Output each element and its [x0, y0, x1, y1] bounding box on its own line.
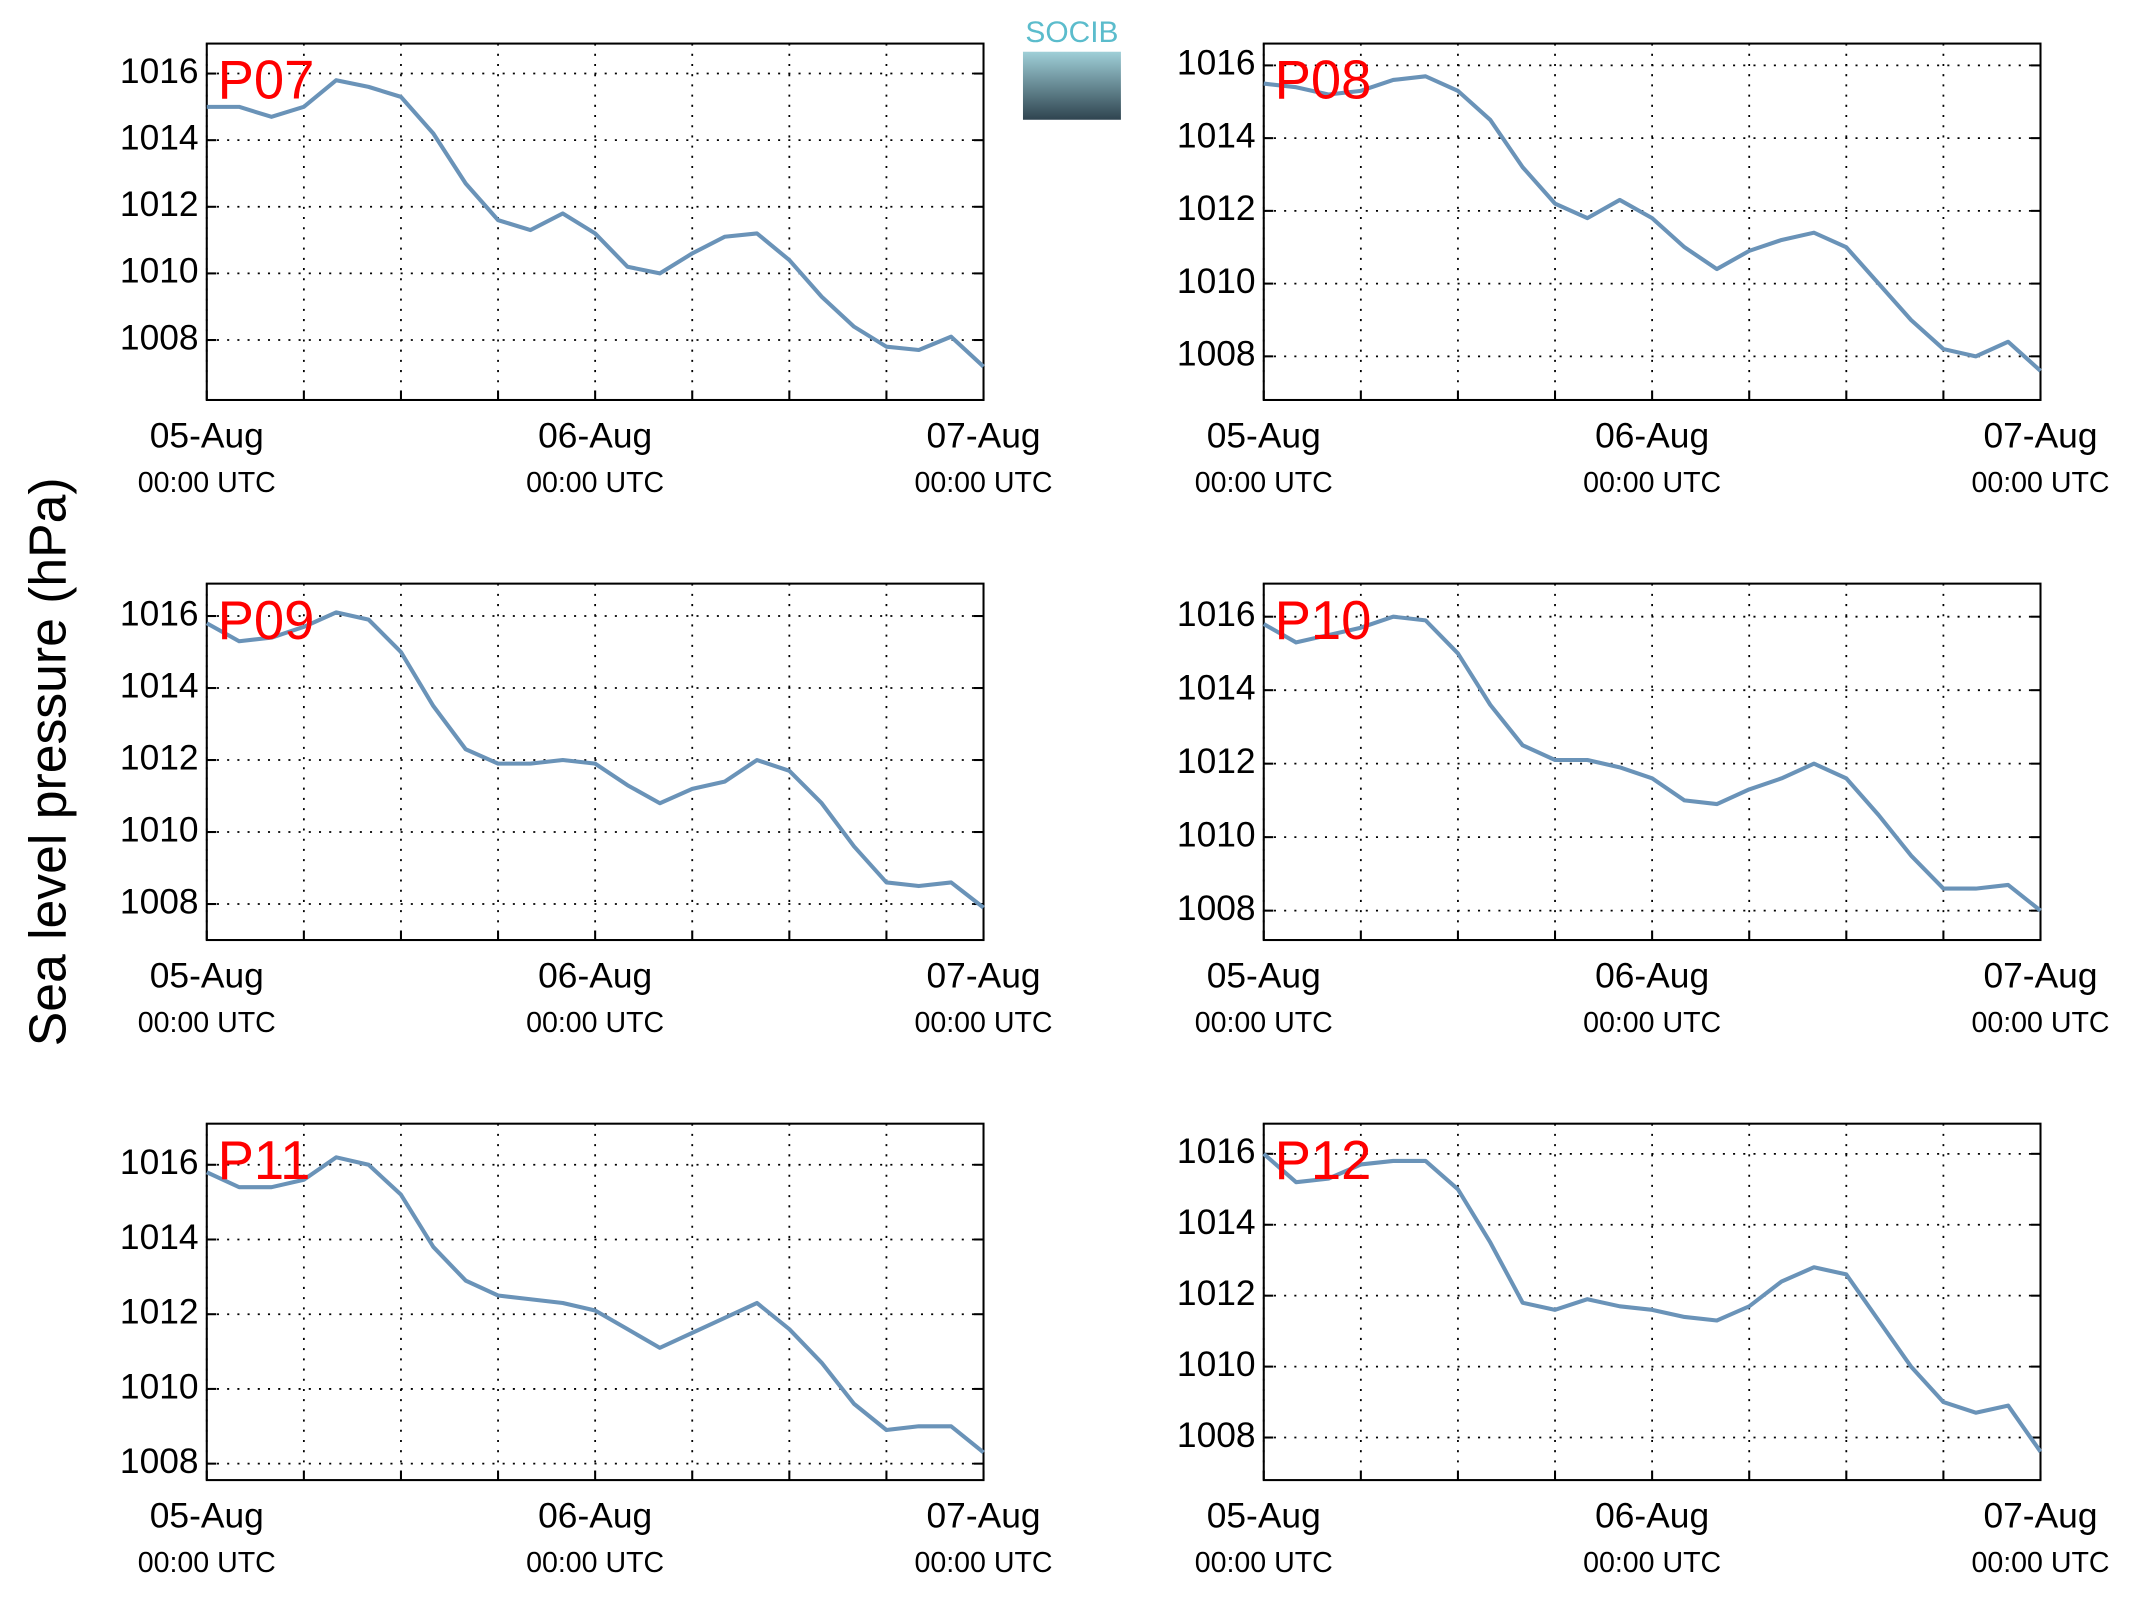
y-tick-label: 1014 [120, 1218, 199, 1257]
x-tick-label: 06-Aug [538, 416, 652, 455]
y-tick-label: 1016 [1177, 44, 1256, 83]
logo: SOCIB [1022, 16, 1121, 120]
y-tick-label: 1014 [120, 666, 199, 705]
y-tick-label: 1014 [120, 119, 199, 158]
panel-title: P12 [1275, 1130, 1372, 1191]
y-tick-label: 1008 [1177, 889, 1256, 928]
y-tick-label: 1010 [1177, 1345, 1256, 1384]
x-tick-label: 05-Aug [1207, 416, 1321, 455]
y-tick-label: 1010 [1177, 815, 1256, 854]
y-tick-label: 1010 [120, 1367, 199, 1406]
plot-frame [1262, 1122, 2042, 1482]
x-tick-label: 06-Aug [538, 956, 652, 995]
data-line [205, 610, 985, 910]
y-tick-label: 1012 [1177, 742, 1256, 781]
x-tick-sublabel: 00:00 UTC [1195, 1547, 1333, 1579]
x-tick-sublabel: 00:00 UTC [138, 467, 276, 499]
x-tick-sublabel: 00:00 UTC [914, 467, 1052, 499]
x-tick-sublabel: 00:00 UTC [914, 1007, 1052, 1039]
y-tick-label: 1008 [1177, 335, 1256, 374]
x-tick-label: 05-Aug [150, 416, 264, 455]
x-tick-label: 07-Aug [1983, 1497, 2097, 1536]
x-tick-label: 07-Aug [927, 956, 1041, 995]
y-tick-label: 1014 [1177, 669, 1256, 708]
x-tick-label: 07-Aug [927, 1497, 1041, 1536]
x-tick-label: 06-Aug [538, 1497, 652, 1536]
y-tick-label: 1016 [120, 1143, 199, 1182]
y-tick-label: 1016 [1177, 1132, 1256, 1171]
plot-frame [1262, 582, 2042, 942]
data-line [206, 78, 985, 369]
data-line [1263, 74, 2042, 373]
x-tick-label: 06-Aug [1595, 1497, 1709, 1536]
x-tick-label: 07-Aug [1983, 956, 2097, 995]
plot-frame [205, 42, 985, 402]
x-tick-sublabel: 00:00 UTC [1583, 467, 1721, 499]
y-tick-label: 1012 [120, 185, 199, 224]
x-tick-label: 06-Aug [1595, 416, 1709, 455]
panel-title: P09 [218, 590, 315, 651]
x-tick-sublabel: 00:00 UTC [914, 1547, 1052, 1579]
y-tick-label: 1008 [120, 882, 199, 921]
y-tick-label: 1016 [1177, 595, 1256, 634]
y-tick-label: 1008 [1177, 1416, 1256, 1455]
plot-frame [1262, 42, 2042, 402]
panel-title: P10 [1275, 590, 1372, 651]
y-tick-label: 1014 [1177, 116, 1256, 155]
y-tick-label: 1010 [120, 252, 199, 291]
logo-text: SOCIB [1025, 16, 1118, 49]
x-tick-label: 07-Aug [1983, 416, 2097, 455]
x-tick-sublabel: 00:00 UTC [1971, 1007, 2109, 1039]
y-axis-label: Sea level pressure (hPa) [18, 477, 76, 1046]
y-tick-label: 1012 [1177, 189, 1256, 228]
x-tick-sublabel: 00:00 UTC [526, 1007, 664, 1039]
plot-frame [205, 582, 985, 942]
y-tick-label: 1010 [120, 810, 199, 849]
x-tick-label: 05-Aug [150, 1497, 264, 1536]
x-tick-sublabel: 00:00 UTC [1583, 1547, 1721, 1579]
x-tick-sublabel: 00:00 UTC [526, 1547, 664, 1579]
x-tick-label: 05-Aug [1207, 1497, 1321, 1536]
y-tick-label: 1008 [120, 318, 199, 357]
x-tick-sublabel: 00:00 UTC [1583, 1007, 1721, 1039]
data-line [205, 1155, 985, 1455]
x-tick-label: 05-Aug [1207, 956, 1321, 995]
x-tick-sublabel: 00:00 UTC [1195, 467, 1333, 499]
data-line [1262, 614, 2042, 913]
y-tick-label: 1012 [1177, 1274, 1256, 1313]
y-tick-label: 1014 [1177, 1203, 1256, 1242]
y-tick-label: 1010 [1177, 262, 1256, 301]
logo-box [1022, 51, 1121, 120]
data-line [1262, 1152, 2043, 1453]
x-tick-sublabel: 00:00 UTC [1971, 1547, 2109, 1579]
panel-title: P07 [218, 50, 315, 111]
x-tick-label: 05-Aug [150, 956, 264, 995]
panel-title: P08 [1275, 50, 1372, 111]
panel-title: P11 [218, 1130, 311, 1191]
y-tick-label: 1016 [120, 594, 199, 633]
x-tick-sublabel: 00:00 UTC [1971, 467, 2109, 499]
y-tick-label: 1012 [120, 738, 199, 777]
plot-frame [205, 1122, 985, 1482]
y-tick-label: 1012 [120, 1293, 199, 1332]
x-tick-sublabel: 00:00 UTC [526, 467, 664, 499]
x-tick-label: 07-Aug [927, 416, 1041, 455]
x-tick-sublabel: 00:00 UTC [138, 1547, 276, 1579]
y-tick-label: 1016 [120, 52, 199, 91]
x-tick-sublabel: 00:00 UTC [1195, 1007, 1333, 1039]
x-tick-sublabel: 00:00 UTC [138, 1007, 276, 1039]
x-tick-label: 06-Aug [1595, 956, 1709, 995]
y-tick-label: 1008 [120, 1442, 199, 1481]
